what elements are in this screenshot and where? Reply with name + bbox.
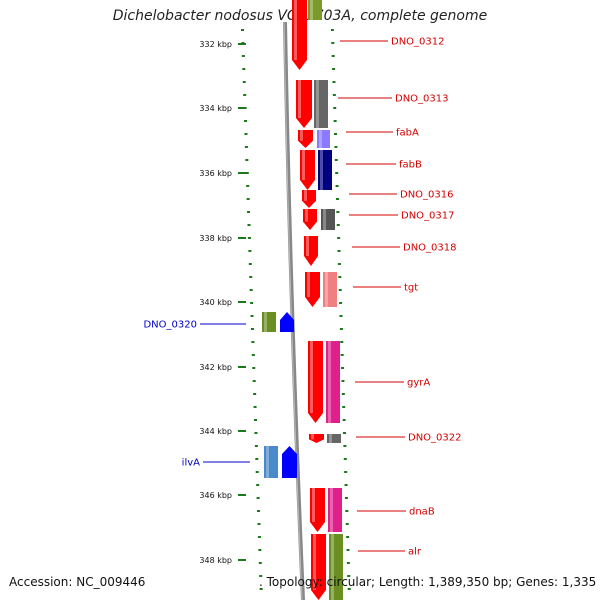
cds-arrow-gyrA[interactable] <box>308 341 323 423</box>
cds-arrow-DNO_0318[interactable] <box>304 236 318 266</box>
cog-block-DNO_0312 <box>308 0 322 20</box>
cds-arrow-DNO_0316[interactable] <box>302 190 316 208</box>
gene-label-DNO_0320[interactable]: DNO_0320 <box>143 320 197 331</box>
gene-label-fabA[interactable]: fabA <box>396 128 419 139</box>
cog-block-tgt <box>323 272 337 307</box>
ruler-tick-label: 346 kbp <box>199 491 232 500</box>
gene-label-fabB[interactable]: fabB <box>399 160 422 171</box>
ruler-tick-label: 340 kbp <box>199 298 232 307</box>
cds-arrow-DNO_0317[interactable] <box>303 209 317 230</box>
gene-label-DNO_0313[interactable]: DNO_0313 <box>395 94 449 105</box>
cog-block-gyrA <box>326 341 340 423</box>
cog-block-DNO_0317 <box>321 209 335 230</box>
ruler-tick-label: 334 kbp <box>199 104 232 113</box>
cds-arrow-fabA[interactable] <box>298 130 313 148</box>
cds-arrow-fabB[interactable] <box>300 150 315 190</box>
gene-label-DNO_0316[interactable]: DNO_0316 <box>400 190 454 201</box>
gene-label-DNO_0317[interactable]: DNO_0317 <box>401 211 455 222</box>
cog-block-DNO_0322 <box>327 434 341 443</box>
cog-block-alr <box>329 534 343 600</box>
cds-arrow-DNO_0312[interactable] <box>292 0 307 70</box>
ruler-tick-label: 338 kbp <box>199 234 232 243</box>
cog-block-fabB <box>318 150 332 190</box>
cds-arrow-DNO_0320[interactable] <box>280 312 294 332</box>
ruler-tick-label: 344 kbp <box>199 427 232 436</box>
ruler-tick-label: 348 kbp <box>199 556 232 565</box>
cds-arrow-DNO_0313[interactable] <box>296 80 312 128</box>
gene-label-alr[interactable]: alr <box>408 547 422 558</box>
ruler-track: 332 kbp 334 kbp 336 kbp 338 kbp 340 kbp 342 k… <box>199 29 351 590</box>
gene-label-dnaB[interactable]: dnaB <box>409 507 435 518</box>
cds-arrow-alr[interactable] <box>311 534 326 600</box>
cds-arrow-dnaB[interactable] <box>310 488 325 532</box>
gene-label-DNO_0318[interactable]: DNO_0318 <box>403 243 457 254</box>
genome-backbone <box>283 21 305 600</box>
cog-block-fabA <box>317 130 330 148</box>
cog-block-DNO_0320 <box>262 312 276 332</box>
accession-text: Accession: NC_009446 <box>9 575 146 589</box>
cog-block-ilvA <box>264 446 278 478</box>
gene-label-DNO_0312[interactable]: DNO_0312 <box>391 37 445 48</box>
cds-arrow-tgt[interactable] <box>305 272 320 307</box>
cds-arrow-ilvA[interactable] <box>282 446 297 478</box>
ruler-tick-label: 332 kbp <box>199 40 232 49</box>
cds-arrow-DNO_0322[interactable] <box>309 434 324 443</box>
gene-label-gyrA[interactable]: gyrA <box>407 378 430 389</box>
gene-label-tgt[interactable]: tgt <box>404 283 418 294</box>
cog-block-DNO_0313 <box>314 80 328 128</box>
genome-summary-text: . Topology: circular; Length: 1,389,350 … <box>259 575 597 589</box>
genome-backbone-highlight <box>283 21 303 600</box>
ruler-tick-label: 342 kbp <box>199 363 232 372</box>
cog-block-dnaB <box>328 488 342 532</box>
gene-label-ilvA[interactable]: ilvA <box>182 458 200 469</box>
ruler-tick-label: 336 kbp <box>199 169 232 178</box>
gene-label-DNO_0322[interactable]: DNO_0322 <box>408 433 462 444</box>
